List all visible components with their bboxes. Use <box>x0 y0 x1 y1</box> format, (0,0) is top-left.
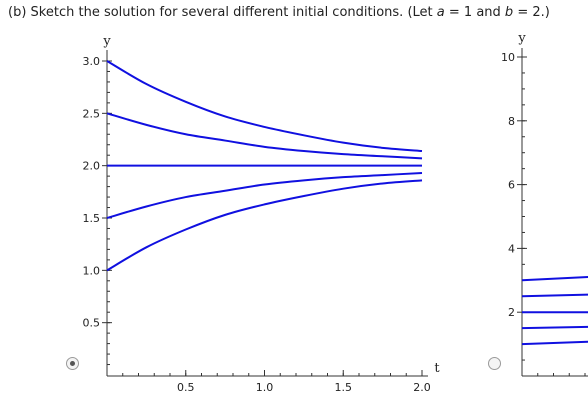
x-axis-label: t <box>434 361 440 376</box>
solution-curve-4 <box>521 325 588 330</box>
x-tick-label: 2.0 <box>413 381 431 394</box>
solution-curve-1 <box>106 60 423 153</box>
chart-option-1: 0.5 1.0 1.5 2.0 2.5 3.0 0.5 1.0 1.5 2.0 y t <box>83 34 441 394</box>
y-tick-label: 2.5 <box>83 107 101 120</box>
x-tick-label: 0.5 <box>177 381 195 394</box>
y-tick-label: 2 <box>508 306 515 319</box>
y-tick-label: 1.0 <box>83 264 101 277</box>
x-tick-label: 1.0 <box>256 381 274 394</box>
y-tick-label: 3.0 <box>83 55 101 68</box>
value-b: = 2.) <box>517 5 550 20</box>
variable-a: a <box>436 5 445 20</box>
solution-curve-2 <box>521 293 588 298</box>
y-tick-label: 0.5 <box>83 317 101 330</box>
y-tick-label: 2.0 <box>83 160 101 173</box>
x-tick-label: 1.5 <box>335 381 353 394</box>
option-2-radio[interactable] <box>488 357 501 370</box>
y-axis-label: y <box>102 34 111 49</box>
y-tick-label: 4 <box>508 242 515 255</box>
solution-curve-5 <box>521 340 588 346</box>
solution-curve-2 <box>106 112 423 160</box>
question-text: (b) Sketch the solution for several diff… <box>8 5 550 20</box>
solution-curve-1 <box>521 275 588 282</box>
chart-option-2: 2 4 6 8 10y <box>501 31 588 377</box>
variable-b: b <box>504 5 514 20</box>
y-tick-label: 1.5 <box>83 212 101 225</box>
option-1-radio[interactable] <box>66 357 79 370</box>
solution-curve-5 <box>106 179 423 272</box>
y-tick-label: 8 <box>508 115 515 128</box>
y-tick-label: 10 <box>501 51 515 64</box>
y-axis-label: y <box>517 31 526 46</box>
question-part: (b) <box>8 5 27 20</box>
solution-curve-4 <box>106 171 423 219</box>
value-a: = 1 and <box>448 5 501 20</box>
question-prompt: Sketch the solution for several differen… <box>30 5 433 20</box>
y-tick-label: 6 <box>508 179 515 192</box>
